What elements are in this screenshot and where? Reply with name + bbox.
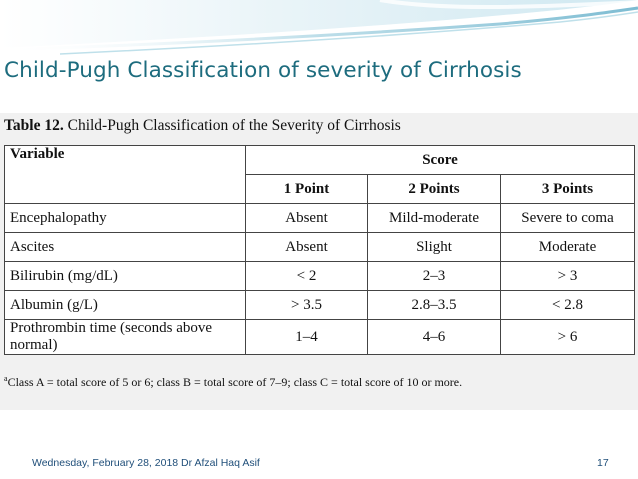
table-subheader-row: 1 Point 2 Points 3 Points [5,174,635,204]
row-variable: Bilirubin (mg/dL) [4,261,246,291]
row-cell: Absent [245,232,368,262]
table-row: Albumin (g/L) > 3.5 2.8–3.5 < 2.8 [4,290,635,320]
table-row: Encephalopathy Absent Mild-moderate Seve… [4,203,635,233]
row-cell: Slight [367,232,501,262]
row-cell: Mild-moderate [367,203,501,233]
footer-date-author: Wednesday, February 28, 2018 Dr Afzal Ha… [32,457,260,469]
slide-title: Child-Pugh Classification of severity of… [4,58,522,83]
footnote-text: Class A = total score of 5 or 6; class B… [7,375,463,389]
row-cell: Moderate [500,232,635,262]
decorative-banner [0,0,638,58]
table-footnote: aClass A = total score of 5 or 6; class … [4,374,462,390]
table-caption-label: Table 12. [4,117,64,134]
row-cell: 2–3 [367,261,501,291]
row-cell: > 6 [500,319,635,355]
header-1-point: 1 Point [245,174,368,204]
row-variable: Albumin (g/L) [4,290,246,320]
table-figure: Table 12. Child-Pugh Classification of t… [0,113,638,410]
row-cell: 2.8–3.5 [367,290,501,320]
row-cell: Severe to coma [500,203,635,233]
row-cell: < 2 [245,261,368,291]
child-pugh-table: Variable Score 1 Point 2 Points 3 Points… [4,145,635,355]
header-score: Score [245,145,635,175]
row-variable: Encephalopathy [4,203,246,233]
table-row: Bilirubin (mg/dL) < 2 2–3 > 3 [4,261,635,291]
row-variable: Ascites [4,232,246,262]
row-cell: Absent [245,203,368,233]
table-header-row: Variable Score [4,145,635,204]
header-variable: Variable [4,145,246,204]
table-caption: Table 12. Child-Pugh Classification of t… [4,117,401,135]
row-variable: Prothrombin time (seconds above normal) [4,319,246,355]
header-2-points: 2 Points [367,174,501,204]
row-cell: > 3.5 [245,290,368,320]
row-cell: 1–4 [245,319,368,355]
header-3-points: 3 Points [500,174,635,204]
footnote-marker: a [4,374,8,383]
page-number: 17 [597,457,609,469]
table-caption-text: Child-Pugh Classification of the Severit… [67,117,401,134]
table-row: Ascites Absent Slight Moderate [4,232,635,262]
row-cell: > 3 [500,261,635,291]
row-cell: 4–6 [367,319,501,355]
table-row: Prothrombin time (seconds above normal) … [4,319,635,355]
row-cell: < 2.8 [500,290,635,320]
